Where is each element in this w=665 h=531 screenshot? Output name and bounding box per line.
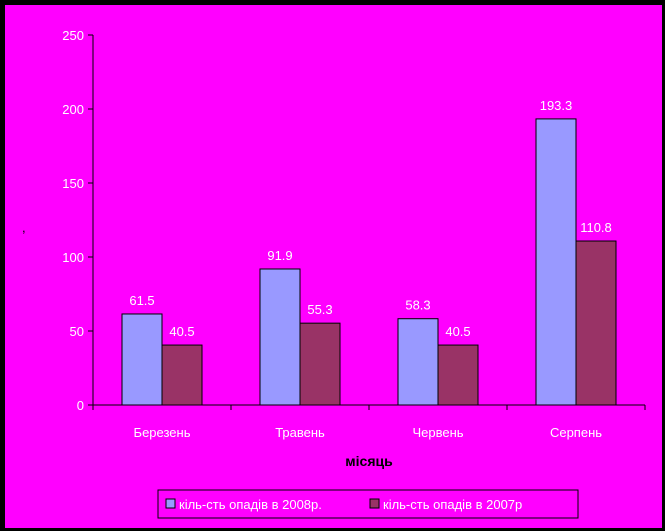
data-label: 40.5 [445,324,470,339]
bar [121,313,163,406]
data-label: 40.5 [169,324,194,339]
bar [397,318,439,406]
data-label: 55.3 [307,302,332,317]
y-tick-label: 50 [70,324,84,339]
bar [437,344,479,406]
y-axis-label: , [22,220,26,235]
legend-swatch [165,498,176,509]
bar [161,344,203,406]
data-label: 110.8 [580,220,612,235]
y-tick-label: 200 [62,102,84,117]
data-label: 91.9 [267,248,292,263]
x-tick-label: Серпень [550,425,602,440]
legend: кіль-сть опадів в 2008р. кіль-сть опадів … [157,489,579,519]
y-tick-label: 150 [62,176,84,191]
data-label: 61.5 [129,293,154,308]
bar [259,268,301,406]
x-tick-label: Травень [275,425,325,440]
x-tick-label: Березень [134,425,191,440]
y-tick-label: 250 [62,28,84,43]
legend-box [157,489,579,519]
bars [121,118,617,406]
bar [575,240,617,406]
bar [299,322,341,406]
data-label: 58.3 [405,298,430,313]
x-tick-label: Червень [412,425,463,440]
bar [535,118,577,406]
legend-entry: кіль-сть опадів в 2008р. [179,497,322,512]
data-label: 193.3 [540,98,573,113]
y-tick-label: 0 [77,398,84,413]
x-axis-label: місяць [345,453,393,469]
legend-entry: кіль-сть опадів в 2007р [383,497,522,512]
y-tick-label: 100 [62,250,84,265]
data-labels: 61.5 40.5 91.9 55.3 58.3 40.5 193.3 110.8 [129,98,611,339]
legend-swatch [369,498,380,509]
